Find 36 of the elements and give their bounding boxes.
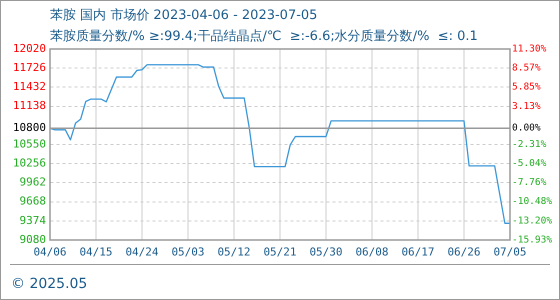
x-tick-label: 04/06 [33, 245, 67, 258]
text: © 2025.05 [11, 276, 88, 292]
y2-tick-label: -7.76% [512, 177, 547, 188]
y-tick-label: 12020 [12, 42, 46, 55]
y2-tick-label: 8.57% [512, 62, 541, 74]
x-tick-label: 05/03 [171, 245, 205, 258]
y2-tick-label: 5.85% [512, 82, 541, 93]
x-tick-label: 04/24 [125, 245, 159, 258]
chart-subtitle: 苯胺质量分数/% ≥:99.4;干品结晶点/℃ ≥:-6.6;水分质量分数/% ≤: 0.1 [50, 29, 478, 44]
y-tick-label: 9962 [20, 176, 46, 189]
x-tick-label: 05/12 [217, 245, 251, 258]
y-tick-label: 10800 [12, 121, 46, 134]
y2-tick-label: -2.31% [512, 138, 547, 150]
y2-tick-label: -13.20% [512, 215, 552, 226]
y-tick-label: 9374 [20, 214, 46, 227]
x-tick-label: 05/21 [263, 245, 297, 258]
x-tick-label: 04/15 [79, 245, 113, 258]
x-tick-label: 06/17 [401, 245, 435, 258]
y-tick-label: 10550 [12, 137, 46, 150]
y2-tick-label: -5.04% [512, 158, 547, 170]
y-tick-label: 11138 [12, 99, 46, 112]
x-tick-label: 06/08 [355, 245, 389, 258]
y2-tick-label: 11.30% [512, 43, 547, 54]
y2-tick-label: -15.93% [512, 234, 552, 246]
x-tick-label: 07/05 [493, 245, 527, 258]
y-tick-label: 11726 [12, 60, 46, 74]
x-tick-label: 05/30 [309, 245, 343, 258]
chart-title: 苯胺 国内 市场价 2023-04-06 - 2023-07-05 [50, 8, 318, 23]
y-tick-label: 11432 [12, 80, 46, 94]
y-tick-label: 9668 [20, 194, 46, 208]
y-tick-label: 10256 [12, 156, 46, 170]
y2-tick-label: 3.13% [512, 100, 541, 112]
y2-tick-label: 0.00% [512, 122, 541, 134]
y-tick-label: 9080 [20, 232, 46, 246]
x-tick-label: 06/26 [447, 245, 481, 258]
y2-tick-label: -10.48% [512, 196, 552, 208]
